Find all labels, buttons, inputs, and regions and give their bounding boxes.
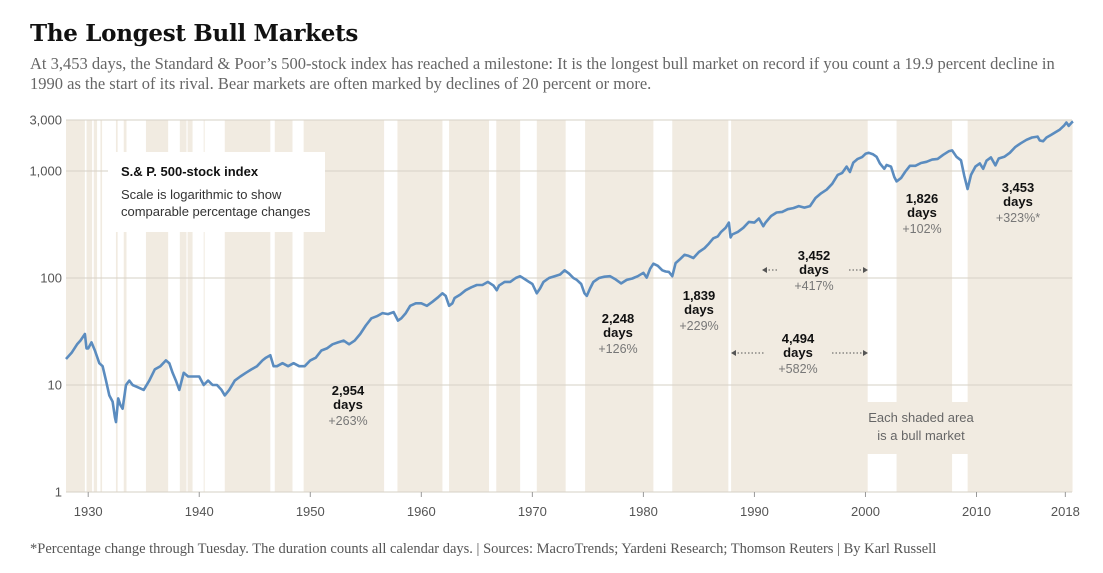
bull-market-band [397, 120, 443, 492]
legend-note-line-1: Scale is logarithmic to show [121, 187, 282, 202]
x-tick-label: 1970 [518, 504, 547, 519]
x-tick-label: 1960 [407, 504, 436, 519]
annotation-days-value: 2,954 [332, 383, 365, 398]
annotation-1982: 1,839 days +229% [679, 288, 718, 333]
legend-note-line-2: comparable percentage changes [121, 204, 311, 219]
annotation-days-unit: days [907, 205, 937, 220]
y-tick-label: 3,000 [29, 113, 62, 128]
y-axis-ticks: 3,000 1,000 100 10 1 [29, 113, 62, 500]
annotation-1975: 2,248 days +126% [598, 311, 637, 356]
annotation-pct: +229% [679, 319, 718, 333]
bull-market-band [100, 120, 103, 492]
y-tick-label: 1 [55, 485, 62, 500]
x-tick-label: 1950 [296, 504, 325, 519]
annotation-pct: +582% [778, 362, 817, 376]
shade-note-box [856, 402, 979, 454]
annotation-pct: +102% [902, 222, 941, 236]
y-tick-label: 10 [48, 378, 62, 393]
x-tick-label: 2010 [962, 504, 991, 519]
bull-market-band [179, 120, 187, 492]
legend-box [108, 152, 325, 232]
annotation-days-value: 1,839 [683, 288, 716, 303]
bull-market-band [496, 120, 521, 492]
annotation-2009: 3,453 days +323%* [996, 180, 1040, 225]
annotation-1990: 3,452 days +417% [794, 248, 833, 293]
annotation-days-value: 3,453 [1002, 180, 1035, 195]
y-tick-label: 1,000 [29, 164, 62, 179]
bull-market-band [449, 120, 490, 492]
shade-note-line-2: is a bull market [877, 428, 965, 443]
x-tick-label: 1990 [740, 504, 769, 519]
bull-market-band [536, 120, 566, 492]
x-axis-ticks: 1930 1940 1950 1960 1970 1980 1990 2000 2010 2018 [74, 492, 1080, 519]
bull-market-band [187, 120, 193, 492]
annotation-days-unit: days [799, 262, 829, 277]
annotation-days-unit: days [1003, 194, 1033, 209]
annotation-days-value: 1,826 [906, 191, 939, 206]
annotation-pct: +126% [598, 342, 637, 356]
annotation-days-value: 3,452 [798, 248, 831, 263]
annotation-pct: +323%* [996, 211, 1040, 225]
x-tick-label: 2000 [851, 504, 880, 519]
x-tick-label: 1980 [629, 504, 658, 519]
annotation-days-value: 4,494 [782, 331, 815, 346]
y-tick-label: 100 [40, 271, 62, 286]
bull-market-band [967, 120, 1073, 492]
bull-market-band [93, 120, 98, 492]
annotation-1987-arrow [731, 350, 868, 356]
annotation-1987: 4,494 days +582% [778, 331, 817, 376]
legend-title: S.& P. 500-stock index [121, 164, 259, 179]
annotation-days-unit: days [783, 345, 813, 360]
annotation-1954: 2,954 days +263% [328, 383, 367, 428]
annotation-pct: +417% [794, 279, 833, 293]
bull-market-band [66, 120, 85, 492]
bull-market-band [203, 120, 205, 492]
bull-market-band [731, 120, 868, 492]
footer-source-note: *Percentage change through Tuesday. The … [30, 541, 937, 557]
bull-market-band [585, 120, 654, 492]
x-tick-label: 2018 [1051, 504, 1080, 519]
annotation-2002: 1,826 days +102% [902, 191, 941, 236]
bull-market-band [86, 120, 93, 492]
bull-market-band [672, 120, 729, 492]
x-tick-label: 1940 [185, 504, 214, 519]
annotation-days-unit: days [333, 397, 363, 412]
annotation-days-unit: days [684, 302, 714, 317]
annotation-days-unit: days [603, 325, 633, 340]
bull-market-band [115, 120, 118, 492]
page-title: The Longest Bull Markets [30, 20, 359, 47]
annotation-days-value: 2,248 [602, 311, 635, 326]
sp500-series-line [65, 120, 1074, 424]
shade-note-line-1: Each shaded area [868, 410, 974, 425]
x-tick-label: 1930 [74, 504, 103, 519]
annotation-pct: +263% [328, 414, 367, 428]
page-subtitle: At 3,453 days, the Standard & Poor’s 500… [30, 54, 1055, 93]
annotation-1990-arrow [762, 267, 868, 273]
bull-market-band [123, 120, 127, 492]
